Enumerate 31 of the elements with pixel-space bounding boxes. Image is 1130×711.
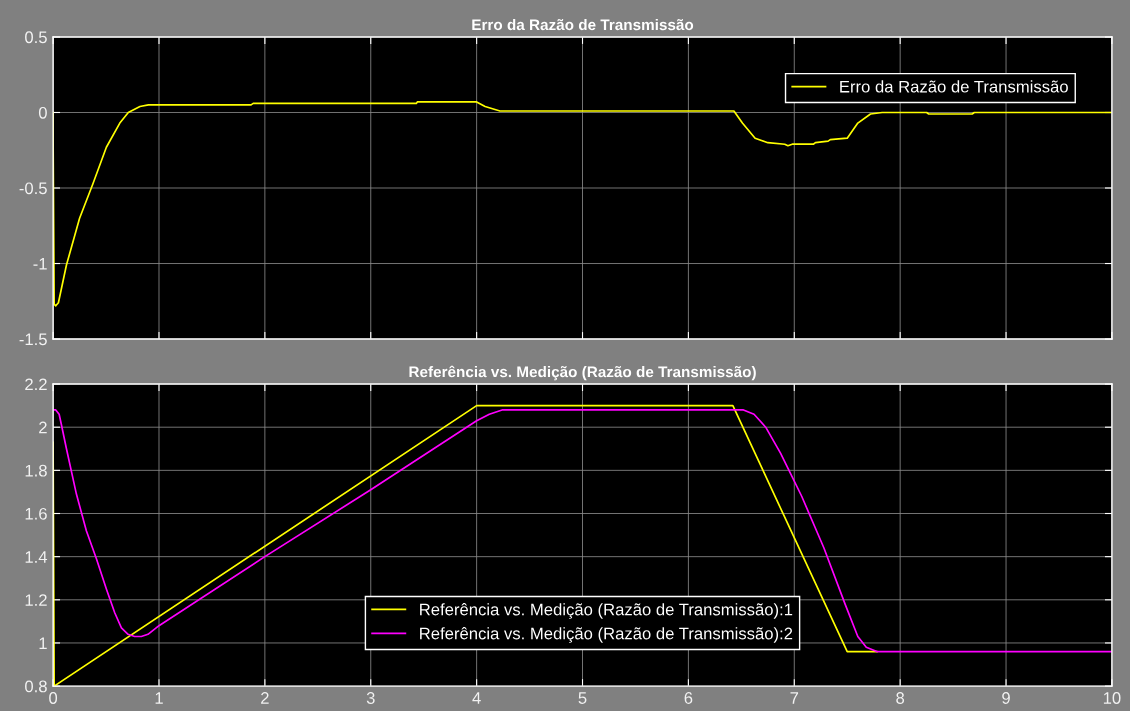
y-tick-label: 1.8: [25, 464, 47, 477]
x-tick-label: 7: [790, 692, 799, 704]
y-tick-label: -1: [33, 258, 47, 270]
x-tick-label: 10: [1103, 692, 1121, 704]
y-tick-label: 0: [38, 106, 47, 119]
x-tick-label: 3: [366, 692, 375, 704]
x-tick-label: 5: [578, 692, 587, 704]
y-tick-label: 0.5: [25, 31, 47, 44]
y-tick-label: 1: [39, 637, 47, 649]
y-tick-label: 1.6: [25, 507, 47, 520]
x-tick-label: 8: [896, 692, 905, 704]
legend-label: Referência vs. Medição (Razão de Transmissão):1: [420, 603, 793, 619]
y-tick-label: -1.5: [19, 333, 47, 346]
line-series: [53, 409, 1112, 653]
x-tick-label: 6: [684, 692, 693, 704]
chart-title: Erro da Razão de Transmissão: [472, 18, 694, 31]
legend-label: Referência vs. Medição (Razão de Transmissão):2: [420, 627, 793, 643]
x-tick-label: 4: [472, 692, 481, 704]
x-tick-label: 9: [1002, 692, 1010, 704]
x-tick-label: 1: [155, 692, 163, 704]
chart-title: Referência vs. Medição (Razão de Transmissão): [409, 365, 756, 381]
x-tick-label: 2: [261, 692, 269, 704]
line-series: [53, 101, 1112, 307]
x-tick-label: 0: [49, 692, 58, 704]
y-tick-label: 1.4: [25, 551, 48, 563]
legend-label: Erro da Razão de Transmissão: [840, 80, 1068, 93]
y-tick-label: -0.5: [19, 182, 47, 195]
y-tick-label: 2.2: [25, 378, 47, 391]
y-tick-label: 2: [39, 421, 47, 434]
y-tick-label: 0.8: [25, 680, 47, 693]
y-tick-label: 1.2: [25, 594, 47, 606]
